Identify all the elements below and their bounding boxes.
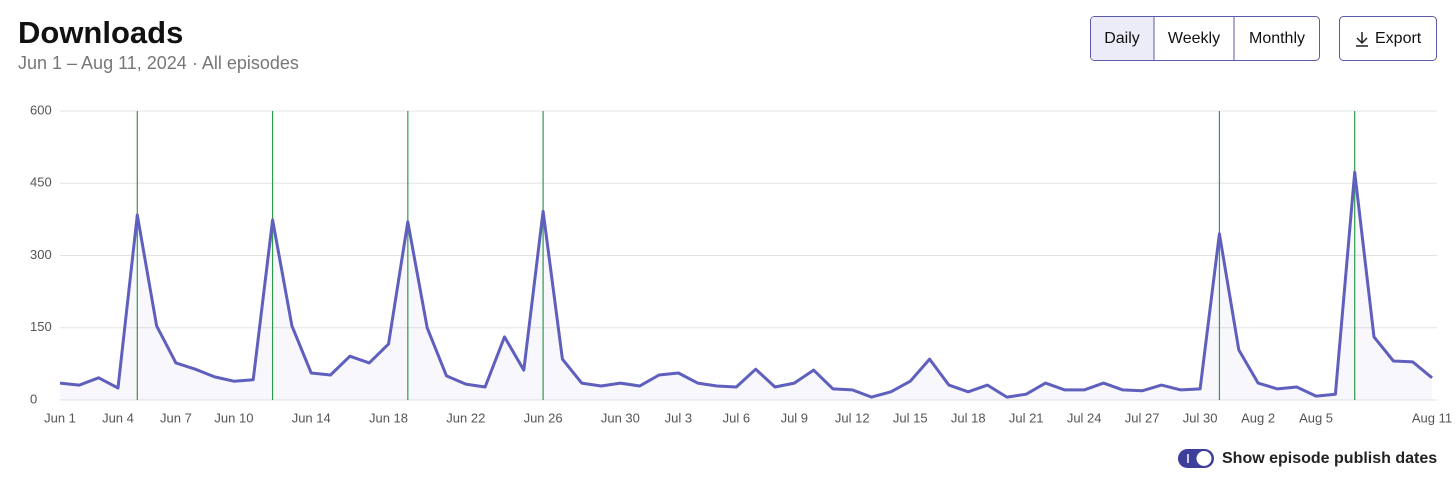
area <box>60 172 1432 400</box>
x-tick-label: Jun 26 <box>524 410 563 425</box>
x-tick-label: Jun 30 <box>601 410 640 425</box>
y-tick-label: 450 <box>30 175 52 190</box>
y-tick-label: 150 <box>30 319 52 334</box>
selected-bg <box>1091 17 1154 60</box>
monthly-button[interactable]: Monthly <box>1249 30 1305 47</box>
x-tick-label: Jul 21 <box>1009 410 1044 425</box>
subtitle: Jun 1 – Aug 11, 2024 · All episodes <box>18 53 299 73</box>
downloads-line <box>59 170 1433 399</box>
x-tick-label: Jul 3 <box>665 410 692 425</box>
x-tick-label: Jun 10 <box>214 410 253 425</box>
toggle-label[interactable]: Show episode publish dates <box>1222 450 1437 467</box>
export-label[interactable]: Export <box>1375 30 1422 47</box>
x-tick-label: Jul 9 <box>781 410 808 425</box>
x-tick-label: Aug 5 <box>1299 410 1333 425</box>
period-switch: Daily Weekly Monthly <box>1090 16 1320 61</box>
x-tick-label: Jul 12 <box>835 410 870 425</box>
x-tick-label: Jun 4 <box>102 410 134 425</box>
x-tick-label: Jul 15 <box>893 410 928 425</box>
x-tick-label: Jul 27 <box>1125 410 1160 425</box>
toggle-knob[interactable] <box>1196 451 1212 466</box>
x-tick-label: Jul 24 <box>1067 410 1102 425</box>
y-tick-label: 0 <box>30 391 37 406</box>
x-tick-label: Aug 2 <box>1241 410 1275 425</box>
x-tick-label: Jun 7 <box>160 410 192 425</box>
title: Downloads <box>18 15 183 50</box>
y-tick-label: 300 <box>30 247 52 262</box>
y-tick-label: 600 <box>30 102 52 117</box>
x-tick-label: Jul 18 <box>951 410 986 425</box>
x-tick-label: Jul 6 <box>723 410 750 425</box>
weekly-button[interactable]: Weekly <box>1168 30 1220 47</box>
x-tick-label: Jun 22 <box>446 410 485 425</box>
x-tick-label: Jul 30 <box>1183 410 1218 425</box>
x-tick-label: Jun 1 <box>44 410 76 425</box>
x-tick-label: Jun 18 <box>369 410 408 425</box>
x-tick-label: Aug 11 <box>1412 410 1452 425</box>
export-frame[interactable] <box>1339 16 1437 61</box>
x-tick-label: Jun 14 <box>292 410 331 425</box>
download-icon <box>1356 32 1368 47</box>
export-button[interactable]: Export <box>1339 16 1437 61</box>
toggle[interactable]: Show episode publish dates <box>1178 449 1437 468</box>
daily-button[interactable]: Daily <box>1104 30 1140 47</box>
